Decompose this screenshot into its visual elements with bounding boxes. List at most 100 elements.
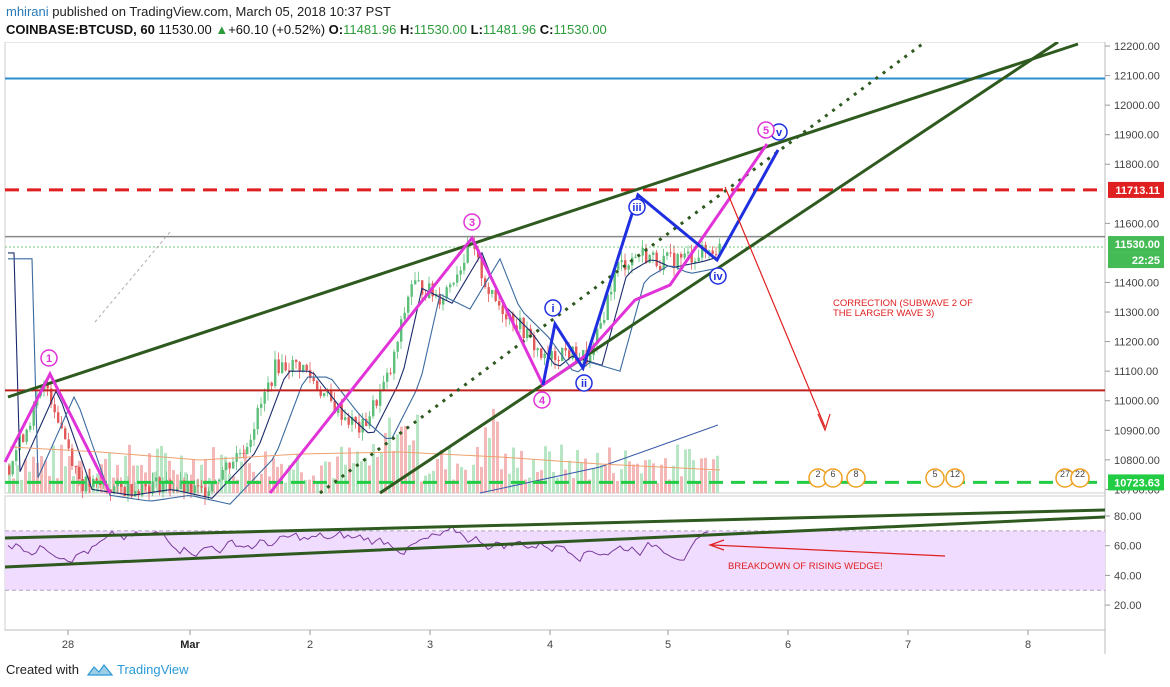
symbol-label[interactable]: COINBASE:BTCUSD, 60 (6, 22, 155, 37)
volume-bar (312, 475, 315, 493)
candle-body (624, 260, 627, 270)
candle-body (694, 261, 697, 263)
candle-body (344, 417, 347, 420)
footer: Created with TradingView (0, 653, 1170, 687)
price-tick-label: 11400.00 (1114, 277, 1159, 289)
candle-body (487, 287, 490, 294)
tradingview-logo-icon[interactable] (87, 663, 113, 677)
volume-bar (508, 473, 511, 493)
wave-label-i: i (551, 303, 554, 315)
price-label-text: 11713.11 (1115, 185, 1160, 197)
candle-body (284, 362, 287, 371)
candle-body (543, 353, 546, 358)
author-link[interactable]: mhirani (6, 4, 49, 19)
volume-bar (128, 444, 131, 493)
volume-bar (684, 449, 687, 493)
volume-bar (20, 479, 23, 493)
price-tick-label: 12000.00 (1114, 100, 1160, 112)
time-tick-label: 3 (427, 639, 433, 651)
volume-bar (380, 452, 383, 493)
event-badge-label: 22 (1075, 469, 1085, 479)
candle-body (673, 252, 676, 268)
candle-body (711, 250, 714, 255)
candle-body (225, 462, 228, 470)
event-badge-label: 6 (830, 469, 835, 479)
volume-bar (464, 469, 467, 493)
volume-bar (572, 478, 575, 493)
volume-bar (164, 453, 167, 493)
price-label-box (1108, 236, 1164, 253)
candle-body (687, 251, 690, 254)
volume-bar (528, 477, 531, 493)
volume-bar (376, 456, 379, 493)
volume-bar (712, 459, 715, 493)
candle-body (190, 480, 193, 493)
candle-body (277, 359, 280, 374)
correction-note-1: CORRECTION (SUBWAVE 2 OF (833, 298, 973, 309)
close-label: C: (539, 22, 554, 37)
price-tick-label: 12100.00 (1114, 71, 1160, 83)
candle-body (123, 487, 126, 497)
candle-body (701, 244, 704, 258)
event-badge-2 (846, 468, 866, 488)
candle-body (438, 294, 441, 305)
candle-body (53, 404, 56, 413)
candle-body (634, 256, 637, 258)
volume-bar (72, 476, 75, 493)
candle-body (127, 483, 130, 497)
volume-bar (436, 459, 439, 493)
candle-body (449, 284, 452, 288)
candle-body (288, 370, 291, 372)
price-pane[interactable] (4, 42, 1106, 494)
volume-bar (404, 425, 407, 493)
candle-body (218, 479, 221, 482)
chart-canvas[interactable]: 12200.00 12100.00 12000.00 11900.00 11800.00… (0, 42, 1170, 654)
high-value: 11530.00 (413, 22, 467, 37)
candle-body (393, 351, 396, 374)
event-badge-6 (1070, 468, 1090, 488)
volume-bar (332, 478, 335, 493)
volume-bar (672, 465, 675, 493)
candle-body (690, 251, 693, 263)
candle-body (130, 483, 133, 497)
volume-bar (660, 464, 663, 493)
event-badge-label: 5 (932, 469, 937, 479)
volume-bar (440, 449, 443, 493)
candle-body (144, 484, 147, 487)
candle-body (596, 328, 599, 345)
candle-body (137, 490, 140, 496)
candle-body (575, 346, 578, 362)
candle-body (445, 287, 448, 299)
candle-body (323, 393, 326, 396)
candle-body (557, 359, 560, 362)
volume-bar (624, 450, 627, 493)
price-label-text: 11530.00 (1115, 239, 1160, 251)
candle-body (697, 257, 700, 262)
candle-body (298, 362, 301, 372)
time-tick-label: 28 (62, 639, 74, 651)
rsi-tick-label: 40.00 (1114, 570, 1142, 582)
volume-bar (452, 479, 455, 493)
candle-body (603, 320, 606, 324)
rsi-wedge-lower (4, 515, 1106, 569)
candle-body (169, 479, 172, 491)
wave-pink-left (3, 370, 112, 494)
price-tick-label: 12200.00 (1114, 42, 1160, 53)
tradingview-link[interactable]: TradingView (117, 662, 189, 677)
candle-body (480, 257, 483, 279)
event-badge-label: 2 (815, 469, 820, 479)
volume-bar (36, 463, 39, 493)
volume-bar (468, 480, 471, 493)
candle-body (249, 439, 252, 447)
volume-bar (244, 449, 247, 493)
volume-bar (80, 461, 83, 493)
volume-bar (304, 479, 307, 493)
candle-body (459, 270, 462, 275)
candle-body (452, 282, 455, 285)
volume-bar (716, 455, 719, 493)
rsi-wedge-upper (4, 508, 1106, 540)
volume-bar (364, 457, 367, 493)
candle-body (568, 350, 571, 359)
volume-bar (212, 447, 215, 493)
breakdown-arrow-line (711, 544, 946, 557)
